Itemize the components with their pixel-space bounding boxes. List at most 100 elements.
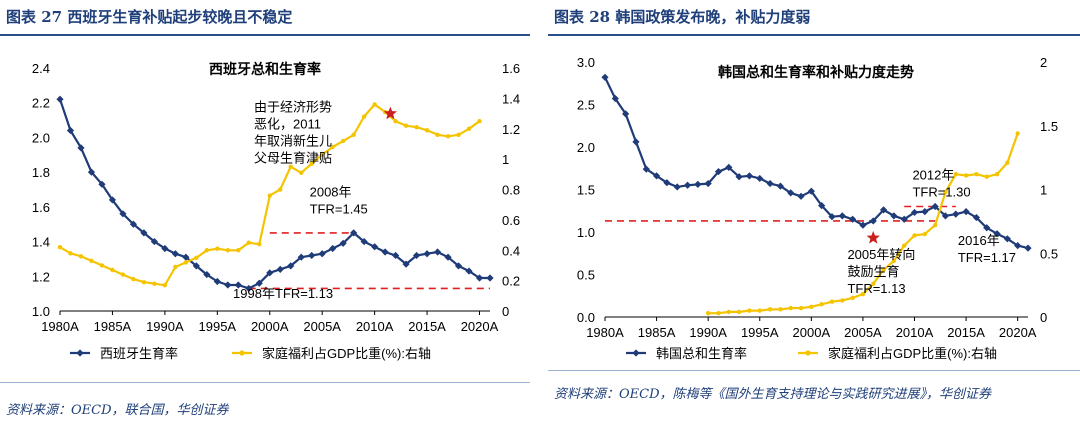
data-point bbox=[89, 258, 94, 264]
annotation-line: 2008年 bbox=[310, 184, 352, 199]
annotation-line: TFR=1.17 bbox=[958, 250, 1016, 265]
data-point bbox=[683, 181, 692, 189]
x-tick-label: 1990A bbox=[146, 319, 184, 334]
source-divider bbox=[0, 382, 530, 383]
y-tick-label: 1.0 bbox=[32, 304, 50, 319]
data-point bbox=[673, 183, 681, 191]
y-tick-label: 2.0 bbox=[32, 130, 50, 145]
y-tick-label: 0.0 bbox=[577, 310, 595, 325]
y2-tick-label: 1.2 bbox=[502, 122, 520, 137]
data-point bbox=[152, 281, 157, 286]
data-point bbox=[819, 302, 824, 307]
x-tick-label: 1995A bbox=[199, 319, 237, 334]
data-point bbox=[963, 173, 969, 178]
y-tick-label: 1.6 bbox=[32, 200, 50, 215]
annotation: 2008年 TFR=1.45 bbox=[310, 184, 368, 216]
data-point bbox=[475, 274, 484, 282]
data-point bbox=[838, 212, 846, 220]
data-point bbox=[299, 170, 304, 175]
data-point bbox=[943, 189, 948, 195]
chart-title: 韩国总和生育率和补贴力度走势 bbox=[718, 64, 914, 80]
data-point bbox=[433, 248, 442, 256]
data-point bbox=[330, 144, 335, 150]
data-point bbox=[68, 251, 73, 256]
data-point bbox=[890, 212, 898, 220]
data-point bbox=[694, 180, 702, 188]
data-point bbox=[1024, 244, 1032, 252]
data-point bbox=[840, 298, 845, 303]
data-point bbox=[162, 282, 168, 288]
data-point bbox=[56, 95, 64, 103]
y-tick-label: 1.4 bbox=[32, 235, 50, 250]
data-point bbox=[108, 196, 117, 204]
data-point bbox=[392, 251, 400, 260]
x-tick-label: 2000A bbox=[251, 319, 289, 334]
data-point bbox=[486, 274, 494, 282]
data-point bbox=[351, 132, 356, 138]
data-point bbox=[466, 126, 472, 131]
data-point bbox=[66, 126, 75, 135]
data-point bbox=[99, 263, 105, 268]
annotation: 1998年TFR=1.13 bbox=[233, 286, 333, 301]
data-point bbox=[714, 168, 723, 176]
y-tick-label: 2.0 bbox=[577, 140, 595, 155]
y2-tick-label: 0.5 bbox=[1040, 246, 1058, 261]
data-point bbox=[632, 138, 640, 146]
data-point bbox=[725, 163, 733, 171]
data-point bbox=[881, 267, 886, 273]
data-point bbox=[798, 305, 804, 311]
data-point bbox=[860, 291, 866, 297]
data-point bbox=[257, 241, 262, 247]
y-tick-label: 0.5 bbox=[577, 268, 595, 283]
figure-source: 资料来源：OECD，联合国，华创证券 bbox=[6, 403, 229, 418]
y-tick-label: 1.5 bbox=[577, 183, 595, 198]
data-point bbox=[140, 229, 148, 237]
data-point bbox=[456, 132, 461, 138]
data-point bbox=[77, 144, 85, 152]
data-point bbox=[704, 179, 712, 188]
figure-title: 图表 27 西班牙生育补贴起步较晚且不稳定 bbox=[6, 8, 293, 26]
data-point bbox=[403, 123, 409, 128]
data-point bbox=[1003, 235, 1011, 243]
data-point bbox=[276, 265, 284, 273]
legend-label: 家庭福利占GDP比重(%):右轴 bbox=[262, 346, 431, 361]
y-tick-label: 2.5 bbox=[577, 98, 595, 113]
data-point bbox=[952, 210, 960, 218]
legend-swatch-marker bbox=[239, 350, 245, 356]
data-point bbox=[308, 251, 316, 260]
data-point bbox=[340, 138, 346, 144]
x-tick-label: 1980A bbox=[586, 325, 624, 340]
data-point bbox=[87, 168, 96, 176]
data-point bbox=[204, 248, 210, 253]
x-tick-label: 2010A bbox=[896, 325, 934, 340]
data-point bbox=[622, 110, 630, 118]
x-tick-label: 2015A bbox=[408, 319, 446, 334]
y-tick-label: 2.2 bbox=[32, 96, 50, 111]
data-point bbox=[809, 304, 814, 309]
y2-tick-label: 1.4 bbox=[502, 91, 520, 106]
y-tick-label: 1.0 bbox=[577, 225, 595, 240]
figure-header: 图表 27 西班牙生育补贴起步较晚且不稳定 bbox=[0, 0, 530, 36]
data-point bbox=[78, 254, 84, 259]
data-point bbox=[994, 172, 1000, 177]
figure-source: 资料来源：OECD，陈梅等《国外生育支持理论与实践研究进展》，华创证券 bbox=[554, 387, 992, 402]
data-point bbox=[941, 212, 950, 220]
data-point bbox=[891, 258, 897, 264]
data-point bbox=[984, 174, 989, 179]
data-point bbox=[119, 210, 127, 218]
data-point bbox=[381, 248, 389, 256]
data-point bbox=[203, 270, 211, 279]
data-point bbox=[931, 202, 939, 211]
annotation: 由于经济形势恶化，2011 年取消新生儿父母生育津贴 bbox=[254, 99, 332, 165]
data-point bbox=[288, 164, 293, 169]
data-point bbox=[757, 308, 762, 313]
data-point bbox=[900, 215, 908, 223]
data-point bbox=[129, 220, 138, 228]
data-point bbox=[255, 279, 263, 287]
y2-tick-label: 0.2 bbox=[502, 274, 520, 289]
data-point bbox=[776, 182, 784, 190]
y2-tick-label: 1 bbox=[1040, 183, 1047, 198]
annotation-line: TFR=1.13 bbox=[847, 281, 905, 296]
data-point bbox=[278, 187, 283, 192]
data-point bbox=[318, 250, 326, 258]
